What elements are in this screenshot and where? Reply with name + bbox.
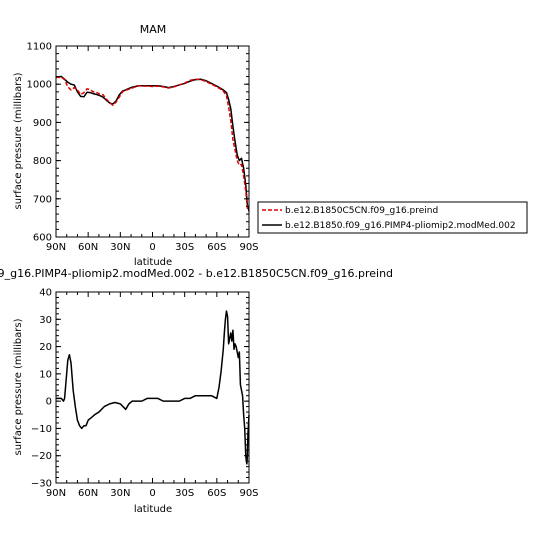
bottom-series-group xyxy=(56,310,250,465)
x-tick-label: 90N xyxy=(46,242,66,253)
bottom-y-axis: −30 −20 −10 0 10 20 30 40 xyxy=(31,288,249,490)
top-series-group xyxy=(55,75,250,212)
y-tick-label: 30 xyxy=(39,315,52,326)
x-tick-label: 90N xyxy=(46,488,66,499)
y-tick-label: 0 xyxy=(46,397,52,408)
legend: b.e12.B1850C5CN.f09_g16.preind b.e12.B18… xyxy=(257,201,528,234)
top-x-axis: 90N 60N 30N 0 30S 60S 90S xyxy=(46,46,259,253)
top-y-axis: 600 700 800 900 1000 1100 xyxy=(27,42,249,244)
bottom-plot-frame xyxy=(55,291,250,484)
top-y-axis-title: surface pressure (millibars) xyxy=(13,72,24,209)
x-tick-label: 0 xyxy=(149,488,155,499)
bottom-x-axis: 90N 60N 30N 0 30S 60S 90S xyxy=(46,292,259,499)
top-plot-title: MAM xyxy=(140,23,167,36)
x-tick-label: 60N xyxy=(78,488,98,499)
x-tick-label: 30N xyxy=(110,488,130,499)
y-tick-label: −10 xyxy=(31,424,52,435)
y-tick-label: −30 xyxy=(31,479,52,490)
top-plot-frame xyxy=(55,45,250,238)
x-tick-label: 90S xyxy=(239,242,258,253)
legend-label-pliomip: b.e12.B1850.f09_g16.PIMP4-pliomip2.modMe… xyxy=(285,221,516,231)
x-tick-label: 0 xyxy=(149,242,155,253)
legend-label-preind: b.e12.B1850C5CN.f09_g16.preind xyxy=(285,206,438,216)
y-tick-label: 800 xyxy=(33,156,52,167)
x-tick-label: 30S xyxy=(175,242,194,253)
series-line-solid xyxy=(55,75,250,212)
bottom-plot: b.e12.B1850.f09_g16.PIMP4-pliomip2.modMe… xyxy=(0,267,393,515)
bottom-x-axis-title: latitude xyxy=(134,504,172,515)
y-tick-label: 10 xyxy=(39,369,52,380)
y-tick-label: 900 xyxy=(33,118,52,129)
top-x-axis-title: latitude xyxy=(134,257,172,268)
y-tick-label: 600 xyxy=(33,233,52,244)
y-tick-label: 40 xyxy=(39,288,52,299)
x-tick-label: 60N xyxy=(78,242,98,253)
series-line-dashed xyxy=(56,76,250,212)
x-tick-label: 30N xyxy=(110,242,130,253)
x-tick-label: 90S xyxy=(239,488,258,499)
bottom-plot-title: b.e12.B1850.f09_g16.PIMP4-pliomip2.modMe… xyxy=(0,267,393,280)
bottom-y-axis-title: surface pressure (millibars) xyxy=(13,318,24,455)
y-tick-label: 700 xyxy=(33,194,52,205)
x-tick-label: 60S xyxy=(207,242,226,253)
y-tick-label: −20 xyxy=(31,451,52,462)
series-line-solid xyxy=(56,310,250,465)
x-tick-label: 30S xyxy=(175,488,194,499)
x-tick-label: 60S xyxy=(207,488,226,499)
y-tick-label: 1000 xyxy=(27,80,52,91)
y-tick-label: 1100 xyxy=(27,42,52,53)
y-tick-label: 20 xyxy=(39,342,52,353)
top-plot: MAM 90N 60N 30N 0 30S 60S 90S 600 700 800 900 1000… xyxy=(13,23,259,268)
legend-box xyxy=(257,201,528,234)
